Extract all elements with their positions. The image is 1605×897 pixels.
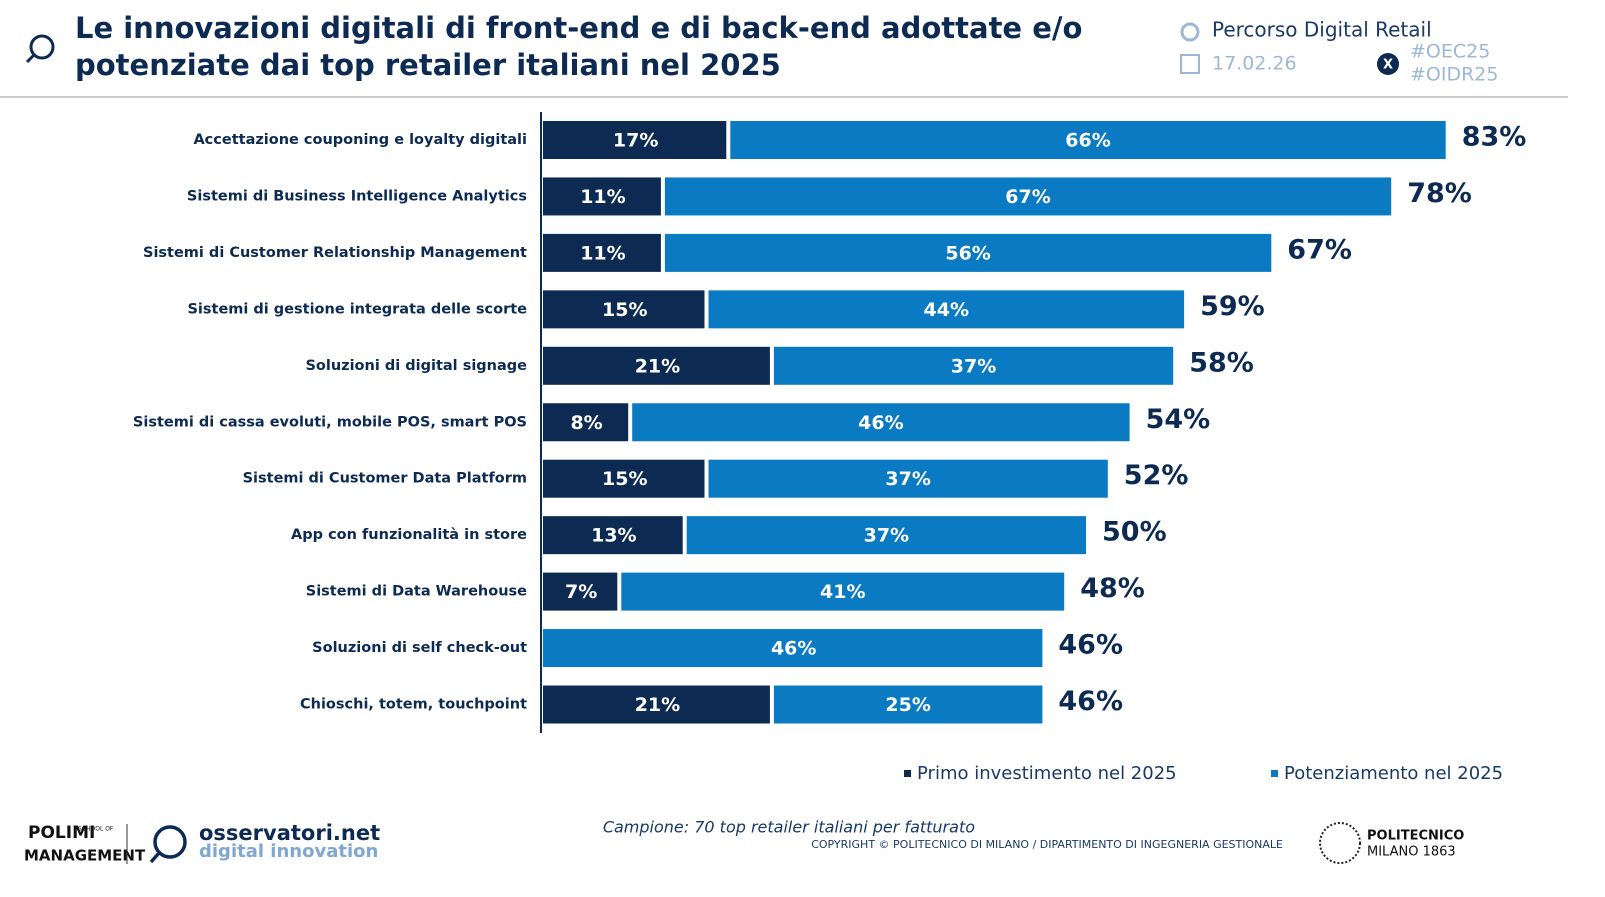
plot: Accettazione couponing e loyalty digital… [133,121,1526,724]
segment-label: 15% [602,299,647,321]
hashtag: #OIDR25 [1410,64,1499,86]
course: Percorso Digital Retail [1212,18,1432,42]
bar-segment [543,290,705,329]
segment-label: 11% [580,186,625,208]
legend-label: Primo investimento nel 2025 [917,763,1177,784]
category-label: Soluzioni di self check-out [312,640,527,656]
total-label: 46% [1058,630,1123,661]
total-label: 50% [1102,517,1167,548]
politecnico-seal [1319,822,1361,864]
total-label: 46% [1058,686,1123,717]
segment-label: 67% [1005,186,1050,208]
category-label: Sistemi di Customer Data Platform [243,471,527,487]
bar-segment [543,516,683,555]
search-icon [25,34,55,64]
total-label: 78% [1407,178,1472,209]
segment-label: 44% [924,299,969,321]
category-label: Soluzioni di digital signage [305,358,527,374]
logo-text: POLITECNICO [1367,829,1464,844]
total-label: 48% [1080,573,1145,604]
segment-label: 46% [771,638,816,660]
bar-segment [543,459,705,498]
bar-segment [621,572,1065,611]
bar-segment [543,685,770,724]
category-label: Accettazione couponing e loyalty digital… [193,132,527,148]
course-icon [1180,22,1200,42]
legend-label: Potenziamento nel 2025 [1284,763,1503,784]
total-label: 52% [1124,460,1189,491]
logo-text: digital innovation [199,841,378,862]
segment-label: 17% [613,130,658,152]
category-label: Chioschi, totem, touchpoint [300,697,527,713]
bar-segment [664,177,1392,216]
legend: Primo investimento nel 2025 Potenziamento… [904,763,1503,784]
sample-note: Campione: 70 top retailer italiani per f… [603,818,975,837]
category-label: Sistemi di gestione integrata delle scor… [187,301,527,317]
logo-text: osservatori.net [199,821,380,845]
segment-label: 21% [635,694,680,716]
category-label: Sistemi di cassa evoluti, mobile POS, sm… [133,414,527,430]
hashtag: #OEC25 [1410,41,1490,63]
segment-label: 25% [885,694,930,716]
legend-swatch [1271,770,1278,777]
category-label: Sistemi di Data Warehouse [306,584,527,600]
segment-label: 21% [635,355,680,377]
segment-label: 37% [885,468,930,490]
bar-segment [543,121,727,159]
logo-text: MANAGEMENT [24,847,146,865]
bar-segment [708,290,1185,329]
total-label: 58% [1189,347,1254,378]
bar-segment [543,177,661,216]
segment-label: 66% [1065,130,1110,152]
bar-segment [543,233,661,272]
segment-label: 37% [951,355,996,377]
segment-label: 56% [945,242,990,264]
category-label: Sistemi di Customer Relationship Managem… [143,245,527,261]
x-icon-glyph: X [1383,58,1393,73]
bar-segment [543,346,770,385]
segment-label: 13% [591,525,636,547]
bar-segment [686,516,1086,555]
bar-segment [632,403,1130,442]
segment-label: 11% [580,242,625,264]
logo-text: POLIMI [28,823,95,843]
total-label: 83% [1462,122,1527,153]
copyright: COPYRIGHT © POLITECNICO DI MILANO / DIPA… [811,838,1283,851]
segment-label: 37% [864,525,909,547]
segment-label: 46% [858,412,903,434]
x-icon [1377,53,1399,75]
bar-segment [543,629,1043,668]
segment-label: 7% [565,581,597,603]
osservatori-icon [149,825,187,864]
segment-label: 41% [820,581,865,603]
total-label: 59% [1200,291,1265,322]
segment-label: 15% [602,468,647,490]
legend-swatch [904,770,911,777]
title-line: Le innovazioni digitali di front-end e d… [75,11,1082,45]
bar-segment [664,233,1272,272]
category-label: App con funzionalità in store [291,527,527,543]
bar-segment [543,572,618,611]
bar-segment [773,346,1174,385]
title-line: potenziate dai top retailer italiani nel… [75,48,781,82]
bar-segment [708,459,1108,498]
bar-segment [730,121,1446,159]
total-label: 54% [1146,404,1211,435]
category-label: Sistemi di Business Intelligence Analyti… [187,188,527,204]
logo-text: MILANO 1863 [1367,845,1456,860]
calendar-icon [1180,54,1200,74]
bar-segment [543,403,629,442]
date: 17.02.26 [1212,53,1297,75]
total-label: 67% [1287,234,1352,265]
segment-label: 8% [570,412,602,434]
bar-segment [773,685,1043,724]
logo-text: SCHOOL OF [78,826,114,833]
